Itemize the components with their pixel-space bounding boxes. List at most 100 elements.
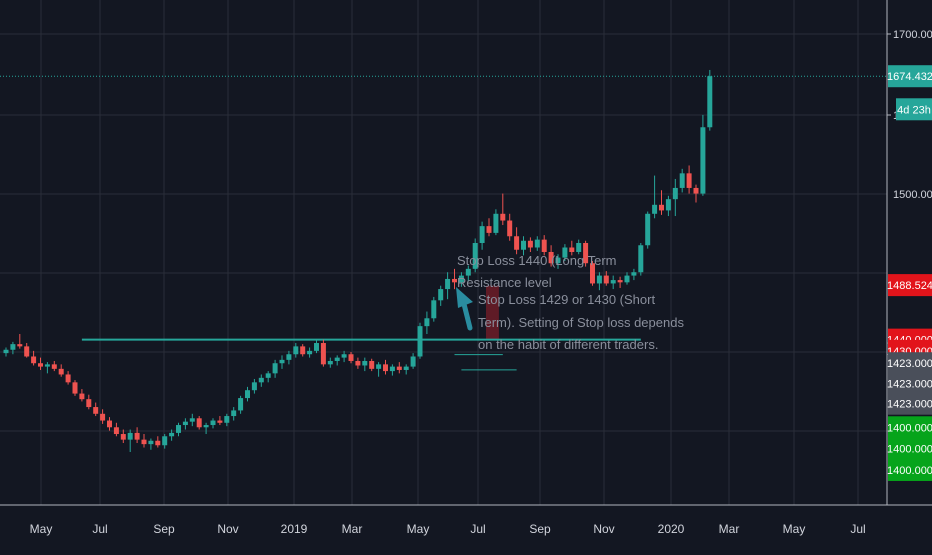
candle[interactable]	[362, 357, 368, 372]
candle[interactable]	[341, 350, 347, 363]
candle[interactable]	[700, 114, 706, 196]
candle[interactable]	[355, 357, 361, 369]
candle[interactable]	[162, 434, 168, 449]
candle[interactable]	[238, 395, 244, 414]
candle[interactable]	[403, 364, 409, 375]
candle[interactable]	[507, 213, 513, 241]
candle[interactable]	[583, 240, 589, 267]
candle[interactable]	[693, 184, 699, 203]
candle[interactable]	[10, 341, 16, 355]
candle[interactable]	[38, 357, 43, 370]
candle[interactable]	[169, 429, 175, 441]
candle[interactable]	[327, 357, 333, 368]
candle[interactable]	[707, 69, 713, 131]
candle[interactable]	[300, 344, 306, 357]
candle[interactable]	[93, 402, 99, 417]
candle[interactable]	[514, 227, 520, 255]
candle[interactable]	[521, 236, 526, 256]
candle[interactable]	[376, 362, 382, 377]
candle[interactable]	[3, 347, 9, 357]
candle[interactable]	[113, 422, 119, 437]
candle[interactable]	[410, 353, 416, 369]
candle[interactable]	[251, 378, 257, 394]
candle[interactable]	[610, 275, 616, 290]
candle[interactable]	[486, 218, 492, 237]
candle[interactable]	[548, 245, 554, 267]
candle[interactable]	[465, 265, 471, 282]
candle[interactable]	[665, 195, 671, 217]
candles-layer[interactable]	[3, 69, 713, 452]
candle[interactable]	[217, 416, 223, 426]
candle[interactable]	[100, 409, 106, 424]
candle[interactable]	[445, 272, 451, 300]
candle[interactable]	[272, 359, 278, 378]
candle[interactable]	[555, 254, 561, 269]
candle[interactable]	[686, 165, 692, 194]
candle[interactable]	[196, 416, 202, 430]
candle[interactable]	[182, 418, 188, 430]
candle[interactable]	[307, 347, 313, 358]
candle[interactable]	[472, 238, 478, 273]
candle[interactable]	[107, 417, 112, 431]
candle[interactable]	[134, 427, 140, 444]
candle[interactable]	[569, 240, 575, 256]
candle[interactable]	[231, 407, 237, 421]
candle[interactable]	[417, 322, 423, 359]
candle[interactable]	[245, 386, 250, 402]
candle[interactable]	[624, 272, 630, 285]
candle[interactable]	[210, 418, 216, 429]
candle[interactable]	[396, 362, 402, 374]
candle[interactable]	[79, 389, 85, 402]
candle[interactable]	[645, 211, 651, 249]
candle[interactable]	[72, 380, 78, 396]
candle[interactable]	[286, 350, 292, 365]
candle[interactable]	[479, 221, 485, 250]
candle[interactable]	[452, 268, 457, 290]
candle[interactable]	[44, 362, 50, 374]
candle[interactable]	[141, 434, 147, 448]
candle[interactable]	[534, 236, 540, 251]
candle[interactable]	[672, 178, 678, 217]
candle[interactable]	[203, 422, 209, 435]
candle[interactable]	[596, 272, 602, 291]
candle[interactable]	[127, 429, 133, 452]
candle[interactable]	[17, 334, 23, 349]
candle[interactable]	[334, 355, 340, 366]
candle[interactable]	[541, 235, 547, 256]
candle[interactable]	[603, 271, 609, 286]
candle[interactable]	[120, 429, 126, 444]
candle[interactable]	[369, 358, 375, 372]
candle[interactable]	[389, 364, 395, 376]
candle[interactable]	[265, 371, 271, 383]
candle[interactable]	[638, 243, 644, 276]
candle[interactable]	[258, 374, 264, 387]
candle[interactable]	[224, 413, 230, 427]
candle[interactable]	[279, 355, 285, 369]
candle[interactable]	[86, 394, 92, 410]
candle[interactable]	[31, 350, 37, 366]
candle[interactable]	[679, 168, 685, 193]
candle[interactable]	[527, 237, 533, 252]
candle[interactable]	[562, 244, 568, 261]
candle[interactable]	[58, 364, 64, 377]
candle[interactable]	[493, 209, 499, 236]
candle[interactable]	[293, 343, 299, 358]
candle[interactable]	[652, 175, 658, 219]
candle[interactable]	[431, 296, 437, 322]
candle[interactable]	[424, 311, 430, 335]
candle[interactable]	[24, 343, 30, 358]
candle[interactable]	[314, 339, 319, 354]
candle[interactable]	[189, 413, 195, 427]
candle[interactable]	[148, 438, 154, 450]
candle[interactable]	[659, 190, 664, 215]
candle[interactable]	[176, 422, 181, 437]
candle[interactable]	[617, 276, 623, 288]
candle[interactable]	[500, 193, 506, 226]
candle[interactable]	[383, 359, 388, 375]
candle[interactable]	[348, 351, 354, 364]
candle[interactable]	[155, 436, 161, 448]
candle[interactable]	[438, 285, 444, 306]
candle[interactable]	[65, 371, 71, 385]
